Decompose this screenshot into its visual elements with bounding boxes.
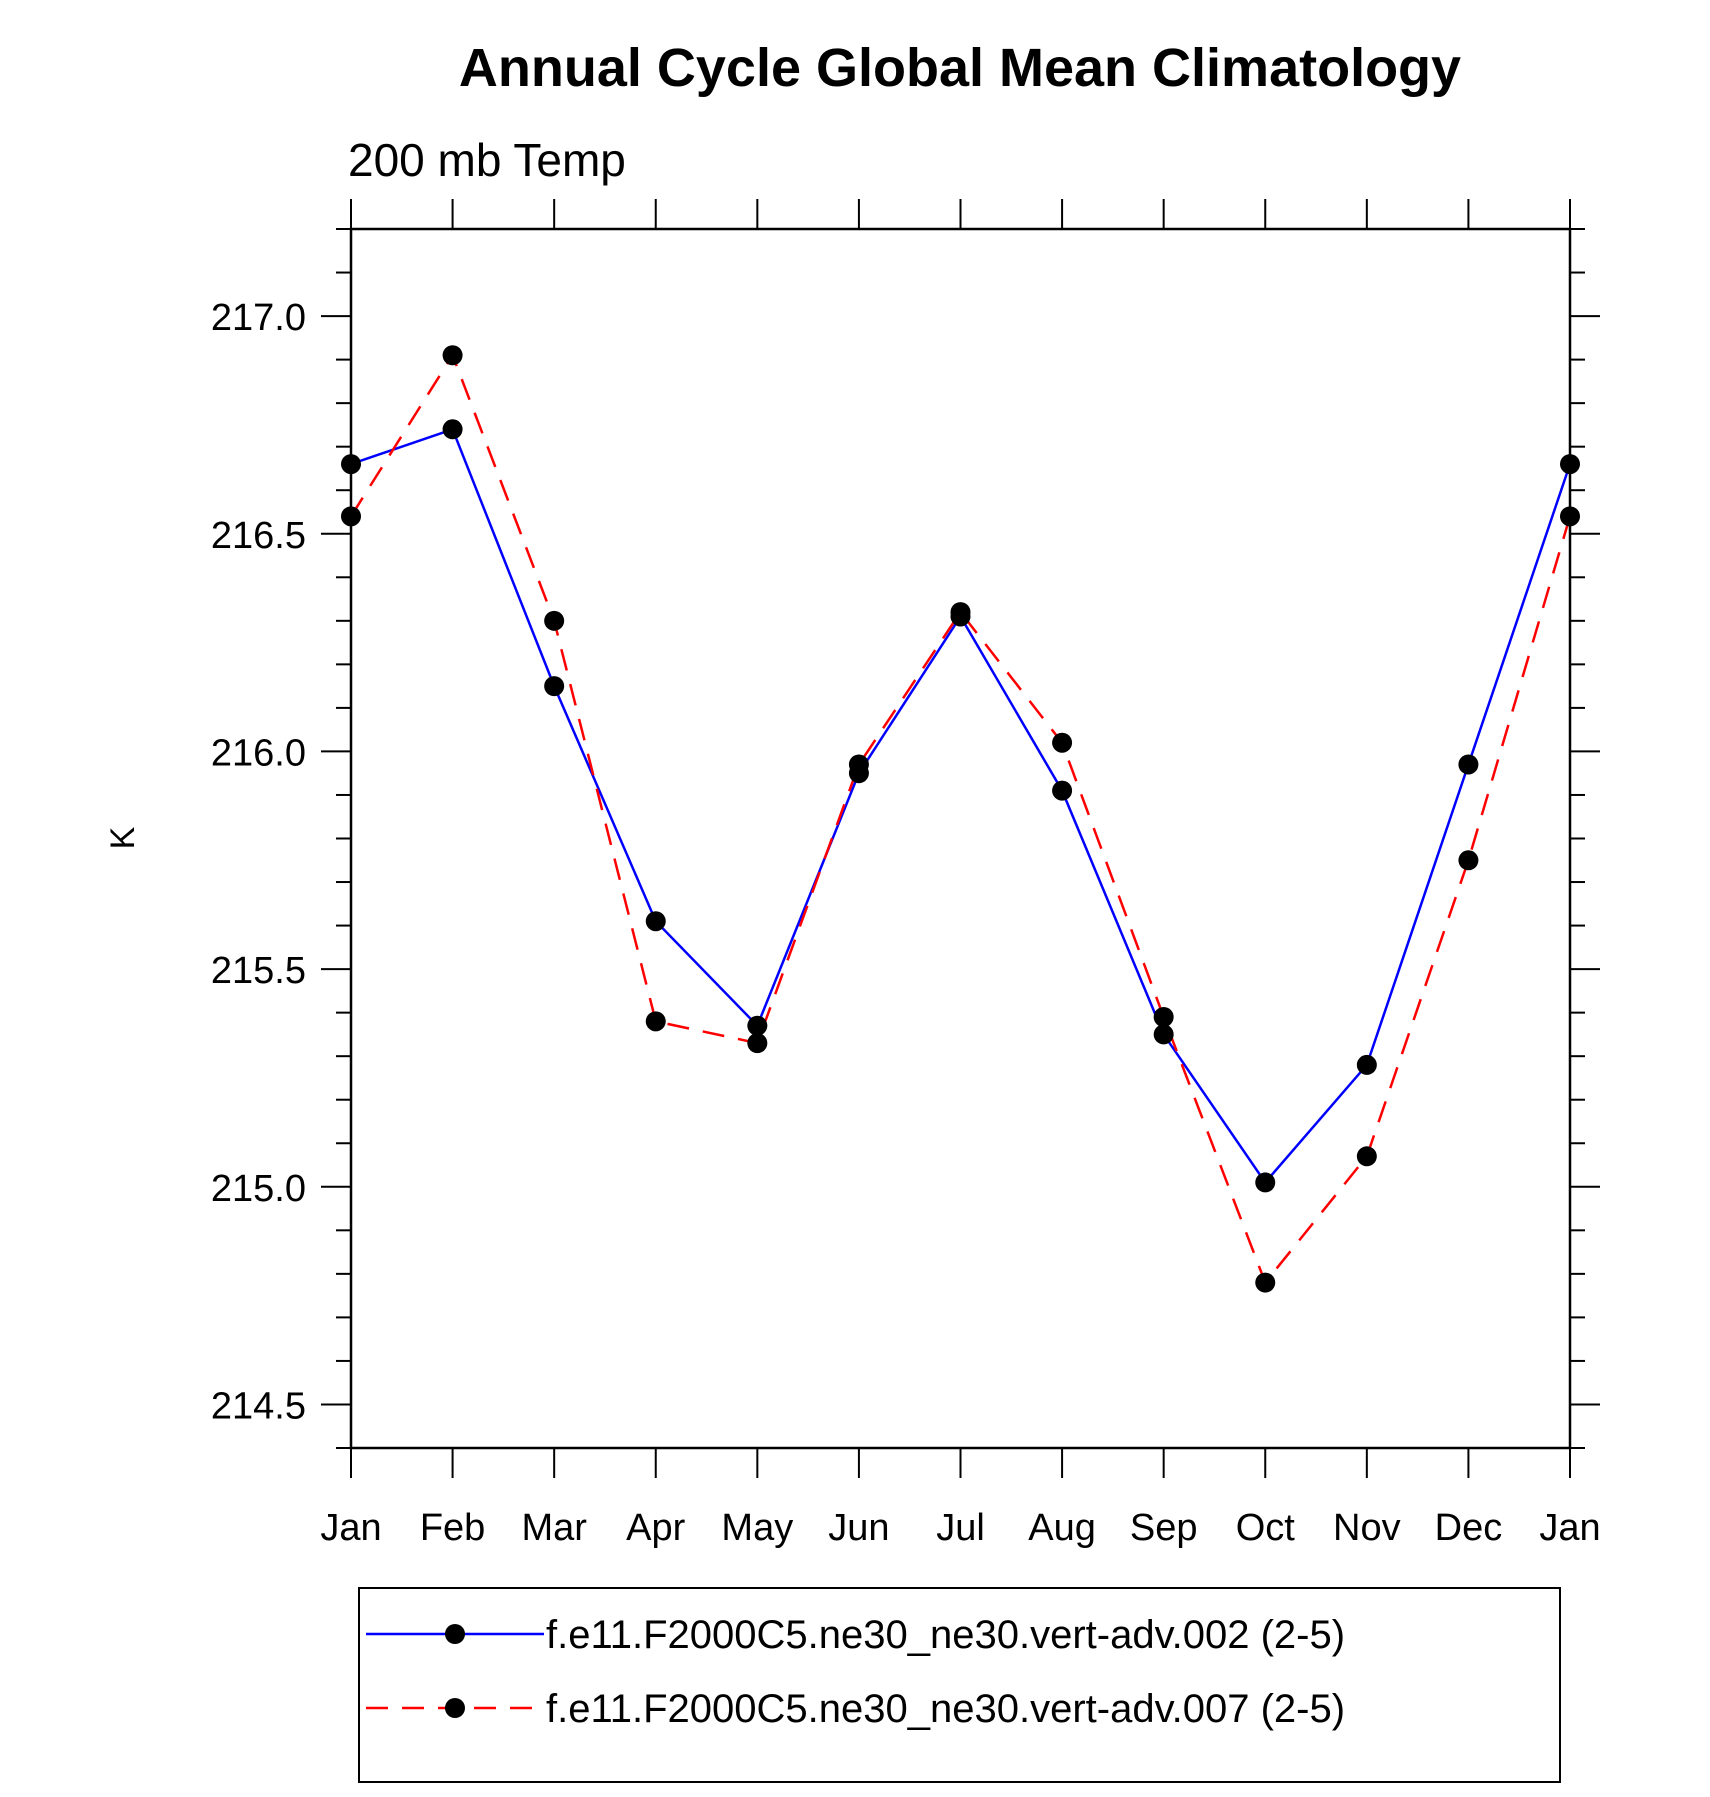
data-point-series-1: [1052, 780, 1073, 801]
y-axis-label: K: [104, 826, 142, 849]
y-tick-label: 216.0: [211, 732, 306, 774]
x-tick-label: Jun: [828, 1507, 889, 1549]
data-point-series-1: [645, 911, 666, 932]
x-tick-label: Mar: [521, 1507, 587, 1549]
series-line-2: [349, 352, 1572, 1286]
y-tick-label: 217.0: [211, 297, 306, 339]
legend: f.e11.F2000C5.ne30_ne30.vert-adv.002 (2-…: [358, 1587, 1561, 1783]
data-point-series-2: [747, 1033, 768, 1054]
data-point-series-2: [544, 610, 565, 631]
y-tick-label: 215.5: [211, 950, 306, 992]
x-tick-label: Dec: [1435, 1507, 1503, 1549]
data-point-series-1: [1356, 1054, 1377, 1075]
data-point-series-2: [848, 754, 869, 775]
series-line-1: [350, 427, 1572, 1185]
data-point-series-1: [1255, 1172, 1276, 1193]
data-point-series-2: [442, 345, 463, 366]
y-tick-label: 215.0: [211, 1168, 306, 1210]
plot-frame: [349, 227, 1572, 1450]
data-markers: [341, 345, 1580, 1293]
tick-labels: Jan Feb Mar Apr May Jun Jul Aug Sep Oct Nov Dec Jan 2…: [211, 297, 1601, 1549]
legend-label-series-1: f.e11.F2000C5.ne30_ne30.vert-adv.002 (2-…: [546, 1613, 1345, 1657]
legend-marker-series-2: [445, 1698, 465, 1718]
x-tick-label: Jan: [320, 1507, 381, 1549]
axis-ticks: [321, 199, 1600, 1478]
x-tick-label: Aug: [1028, 1507, 1096, 1549]
x-tick-label: Nov: [1333, 1507, 1401, 1549]
data-point-series-2: [1052, 732, 1073, 753]
data-point-series-2: [645, 1011, 666, 1032]
data-point-series-1: [1458, 754, 1479, 775]
y-tick-label: 214.5: [211, 1385, 306, 1427]
x-tick-label: Sep: [1130, 1507, 1198, 1549]
chart-title: Annual Cycle Global Mean Climatology: [459, 38, 1461, 98]
legend-label-series-2: f.e11.F2000C5.ne30_ne30.vert-adv.007 (2-…: [546, 1687, 1345, 1731]
legend-marker-series-1: [445, 1624, 465, 1644]
x-tick-label: Jul: [936, 1507, 985, 1549]
data-point-series-1: [544, 676, 565, 697]
x-tick-label: Oct: [1236, 1507, 1296, 1549]
data-point-series-2: [1255, 1272, 1276, 1293]
data-point-series-1: [442, 419, 463, 440]
x-tick-label: Feb: [420, 1507, 485, 1549]
series-lines: [349, 352, 1572, 1286]
data-point-series-1: [747, 1015, 768, 1036]
x-tick-label: Jan: [1539, 1507, 1600, 1549]
data-point-series-2: [1458, 850, 1479, 871]
data-point-series-2: [950, 602, 971, 623]
data-point-series-2: [1356, 1146, 1377, 1167]
y-tick-label: 216.5: [211, 515, 306, 557]
x-tick-label: May: [721, 1507, 793, 1549]
chart-subtitle: 200 mb Temp: [348, 134, 626, 186]
legend-box: [358, 1587, 1561, 1783]
data-point-series-2: [1153, 1006, 1174, 1027]
data-point-series-1: [1153, 1024, 1174, 1045]
x-tick-label: Apr: [626, 1507, 685, 1549]
